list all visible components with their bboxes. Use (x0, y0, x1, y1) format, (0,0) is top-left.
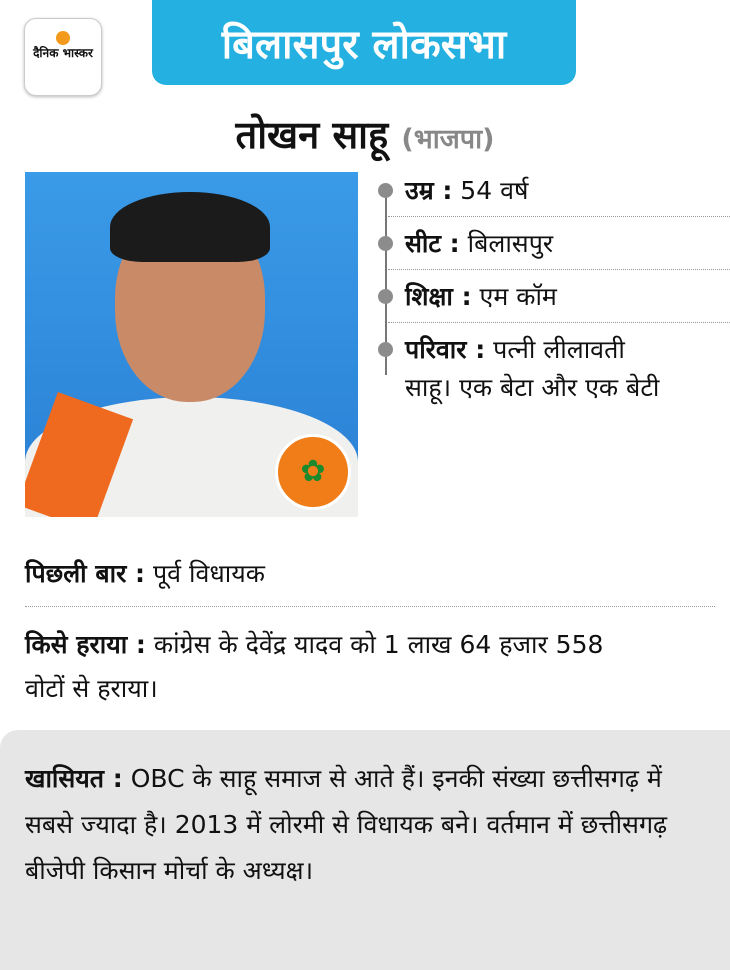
dainik-bhaskar-logo: दैनिक भास्कर (24, 18, 102, 96)
highlight-text: खासियत : OBC के साहू समाज से आते हैं। इन… (25, 756, 705, 894)
photo-hair (110, 192, 270, 262)
divider (388, 216, 730, 217)
previous-value: पूर्व विधायक (145, 559, 265, 588)
highlight-label: खासियत : (25, 764, 123, 793)
fact-seat: सीट : बिलासपुर (375, 225, 730, 263)
fact-value: एम कॉम (471, 282, 557, 311)
defeated-value: कांग्रेस के देवेंद्र यादव को 1 लाख 64 हज… (25, 630, 604, 703)
fact-family: परिवार : पत्नी लीलावती साहू। एक बेटा और … (375, 331, 730, 407)
fact-label: उम्र : (405, 176, 453, 205)
candidate-photo: ✿ (25, 172, 358, 517)
facts-list: उम्र : 54 वर्ष सीट : बिलासपुर शिक्षा : ए… (375, 172, 730, 407)
bullet-icon (378, 236, 393, 251)
candidate-party: (भाजपा) (401, 124, 495, 155)
timeline-line (385, 190, 387, 375)
lotus-icon: ✿ (275, 434, 351, 510)
divider (388, 269, 730, 270)
constituency-banner: बिलासपुर लोकसभा (152, 0, 576, 85)
candidate-heading: तोखन साहू (भाजपा) (0, 108, 730, 160)
defeated-label: किसे हराया : (25, 630, 146, 659)
fact-label: शिक्षा : (405, 282, 472, 311)
fact-label: सीट : (405, 229, 460, 258)
fact-value: 54 वर्ष (452, 176, 529, 205)
highlight-value: OBC के साहू समाज से आते हैं। इनकी संख्या… (25, 764, 668, 885)
fact-age: उम्र : 54 वर्ष (375, 172, 730, 210)
defeated-row: किसे हराया : कांग्रेस के देवेंद्र यादव क… (25, 623, 625, 711)
bullet-icon (378, 289, 393, 304)
fact-value: बिलासपुर (459, 229, 554, 258)
fact-value: पत्नी लीलावती साहू। एक बेटा और एक बेटी (405, 335, 660, 402)
fact-education: शिक्षा : एम कॉम (375, 278, 730, 316)
logo-text: दैनिक भास्कर (33, 46, 93, 60)
candidate-name: तोखन साहू (235, 113, 389, 157)
bullet-icon (378, 183, 393, 198)
sun-icon (56, 31, 70, 45)
fact-label: परिवार : (405, 335, 486, 364)
previous-row: पिछली बार : पूर्व विधायक (25, 552, 715, 596)
divider (388, 322, 730, 323)
highlight-box: खासियत : OBC के साहू समाज से आते हैं। इन… (0, 730, 730, 970)
bullet-icon (378, 342, 393, 357)
divider (25, 606, 715, 607)
previous-label: पिछली बार : (25, 559, 146, 588)
